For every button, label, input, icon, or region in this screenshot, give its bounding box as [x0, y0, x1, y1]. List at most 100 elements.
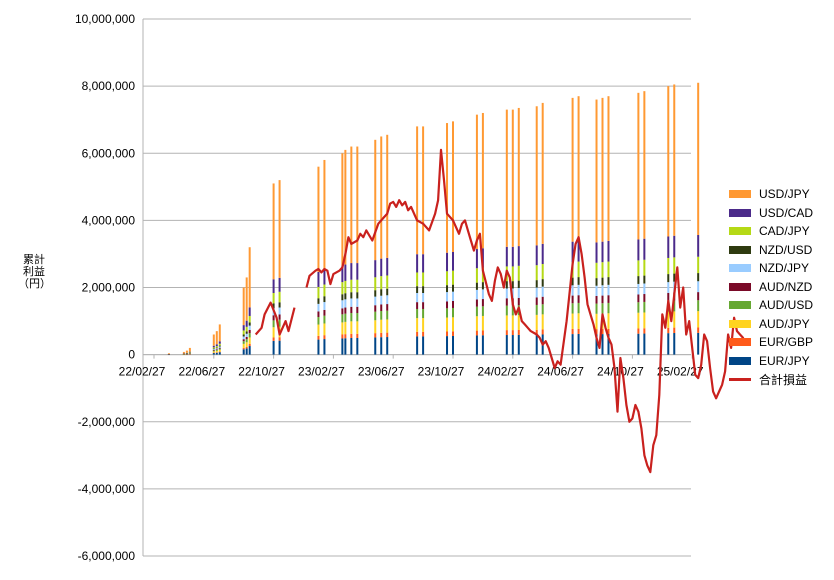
bar-segment: [344, 334, 347, 339]
bar-segment: [595, 295, 598, 304]
bar-segment: [643, 91, 646, 239]
bar-segment: [212, 347, 215, 349]
bar-segment: [595, 242, 598, 263]
bar-segment: [188, 353, 191, 354]
bar-segment: [182, 353, 185, 354]
bar-segment: [344, 299, 347, 308]
bar-segment: [577, 328, 580, 334]
bar-segment: [697, 273, 700, 282]
y-tick-label: -6,000,000: [78, 549, 136, 563]
legend-item: AUD/JPY: [729, 315, 833, 334]
bar-segment: [344, 280, 347, 294]
bar-segment: [380, 258, 383, 277]
bar-segment: [452, 291, 454, 301]
legend-item: EUR/GBP: [729, 333, 833, 352]
bar-segment: [637, 92, 640, 240]
bar-segment: [673, 257, 676, 274]
bar-segment: [607, 328, 610, 334]
bar-segment: [541, 243, 544, 265]
bar-segment: [386, 275, 389, 289]
bar-segment: [185, 352, 188, 354]
x-tick-label: 22/02/27: [119, 365, 166, 379]
bar-segment: [272, 320, 275, 328]
bar-segment: [517, 107, 520, 247]
bar-segment: [541, 279, 544, 287]
bar-segment: [446, 292, 449, 302]
bar-segment: [481, 330, 484, 336]
bar-segment: [535, 106, 538, 246]
bar-segment: [248, 329, 251, 334]
bar-segment: [673, 327, 676, 334]
bar-segment: [215, 352, 218, 355]
bar-segment: [386, 337, 389, 355]
bar-segment: [535, 245, 538, 266]
bar-segment: [374, 311, 377, 321]
bar-segment: [242, 349, 245, 355]
bar-segment: [350, 263, 353, 280]
bar-segment: [452, 300, 454, 308]
y-tick-label: 8,000,000: [82, 79, 136, 93]
bar-segment: [637, 328, 640, 334]
bar-segment: [481, 282, 484, 290]
bar-segment: [607, 261, 610, 278]
bar-segment: [215, 352, 218, 353]
bar-segment: [317, 324, 320, 336]
bar-segment: [637, 260, 640, 277]
x-tick-label: 24/06/27: [537, 365, 584, 379]
bar-segment: [242, 341, 245, 344]
bar-segment: [422, 302, 425, 309]
bar-segment: [248, 337, 251, 344]
legend-label: CAD/JPY: [759, 224, 810, 239]
bar-segment: [535, 265, 538, 281]
x-tick-label: 23/10/27: [418, 365, 465, 379]
bar-segment: [422, 331, 425, 337]
bar-segment: [215, 349, 218, 351]
bar-segment: [607, 284, 610, 296]
legend-label: AUD/USD: [759, 298, 814, 313]
bar-segment: [571, 295, 574, 304]
bar-segment: [475, 249, 478, 269]
legend-label: NZD/JPY: [759, 261, 810, 276]
bar-segment: [607, 295, 610, 303]
bar-segment: [673, 235, 676, 258]
bar-segment: [571, 328, 574, 335]
bar-segment: [607, 277, 610, 285]
bar-segment: [278, 314, 281, 320]
bar-segment: [446, 285, 449, 293]
bar-segment: [380, 332, 383, 338]
bar-segment: [577, 96, 580, 241]
bar-segment: [416, 302, 419, 309]
bar-segment: [637, 239, 640, 261]
legend-swatch: [729, 264, 751, 273]
bar-segment: [272, 183, 275, 280]
bar-segment: [212, 345, 215, 348]
bar-segment: [541, 264, 544, 280]
bar-segment: [341, 294, 344, 301]
bar-segment: [212, 349, 215, 350]
bar-segment: [511, 109, 514, 247]
bar-segment: [667, 327, 670, 334]
bar-segment: [673, 84, 676, 236]
bar-segment: [697, 82, 700, 236]
bar-segment: [505, 335, 508, 355]
bar-segment: [218, 324, 221, 342]
legend-label: NZD/USD: [759, 242, 813, 257]
bar-segment: [374, 305, 377, 312]
bar-segment: [601, 328, 604, 335]
bar-segment: [601, 295, 604, 304]
bar-segment: [185, 353, 188, 354]
bar-segment: [452, 121, 454, 252]
bar-segment: [356, 263, 359, 280]
bar-segment: [446, 308, 449, 318]
bar-segment: [481, 112, 484, 249]
bar-segment: [637, 333, 640, 355]
bar-segment: [446, 331, 449, 337]
bar-segment: [541, 102, 544, 244]
bar-segment: [511, 330, 514, 336]
bar-segment: [380, 295, 383, 305]
bar-segment: [272, 340, 275, 355]
y-tick-label: -2,000,000: [78, 415, 136, 429]
bar-segment: [323, 268, 326, 285]
series-line-total: [254, 301, 296, 336]
bar-segment: [475, 335, 478, 355]
